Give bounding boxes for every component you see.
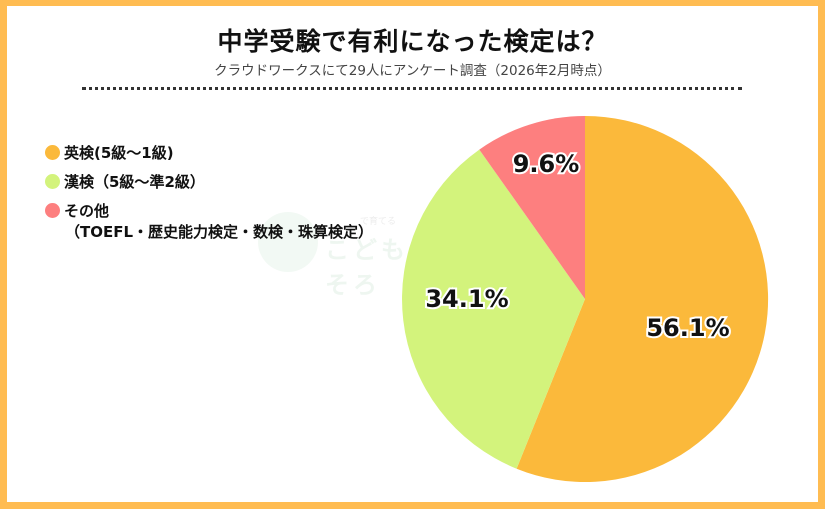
legend-item-kanken: 漢検（5級〜準2級） [45, 169, 373, 194]
legend-label: 漢検（5級〜準2級） [64, 173, 205, 191]
chart-title: 中学受験で有利になった検定は？ [217, 27, 608, 56]
dotted-divider [82, 87, 742, 90]
pie-slice-eiken [516, 115, 769, 483]
legend-item-eiken: 英検(5級〜1級) [45, 140, 373, 165]
pie-label-other: 9.6% [513, 150, 580, 178]
pie-label-kanken: 34.1% [425, 285, 508, 313]
legend-dot-icon [45, 145, 60, 160]
pie-label-eiken: 56.1% [646, 314, 729, 342]
pie-slice-other [479, 116, 585, 299]
chart-subtitle: クラウドワークスにて29人にアンケート調査（2026年2月時点） [214, 63, 611, 79]
legend-dot-icon [45, 203, 60, 218]
legend-label: 英検(5級〜1級) [64, 144, 174, 162]
legend-other-detail: （TOEFL・歴史能力検定・数検・珠算検定） [65, 223, 374, 241]
chart-legend: 英検(5級〜1級) 漢検（5級〜準2級） その他 （TOEFL・歴史能力検定・数… [45, 140, 373, 242]
legend-label: その他 [64, 202, 110, 220]
legend-dot-icon [45, 174, 60, 189]
legend-item-other: その他 [45, 198, 373, 223]
pie-slice-kanken [402, 149, 585, 469]
